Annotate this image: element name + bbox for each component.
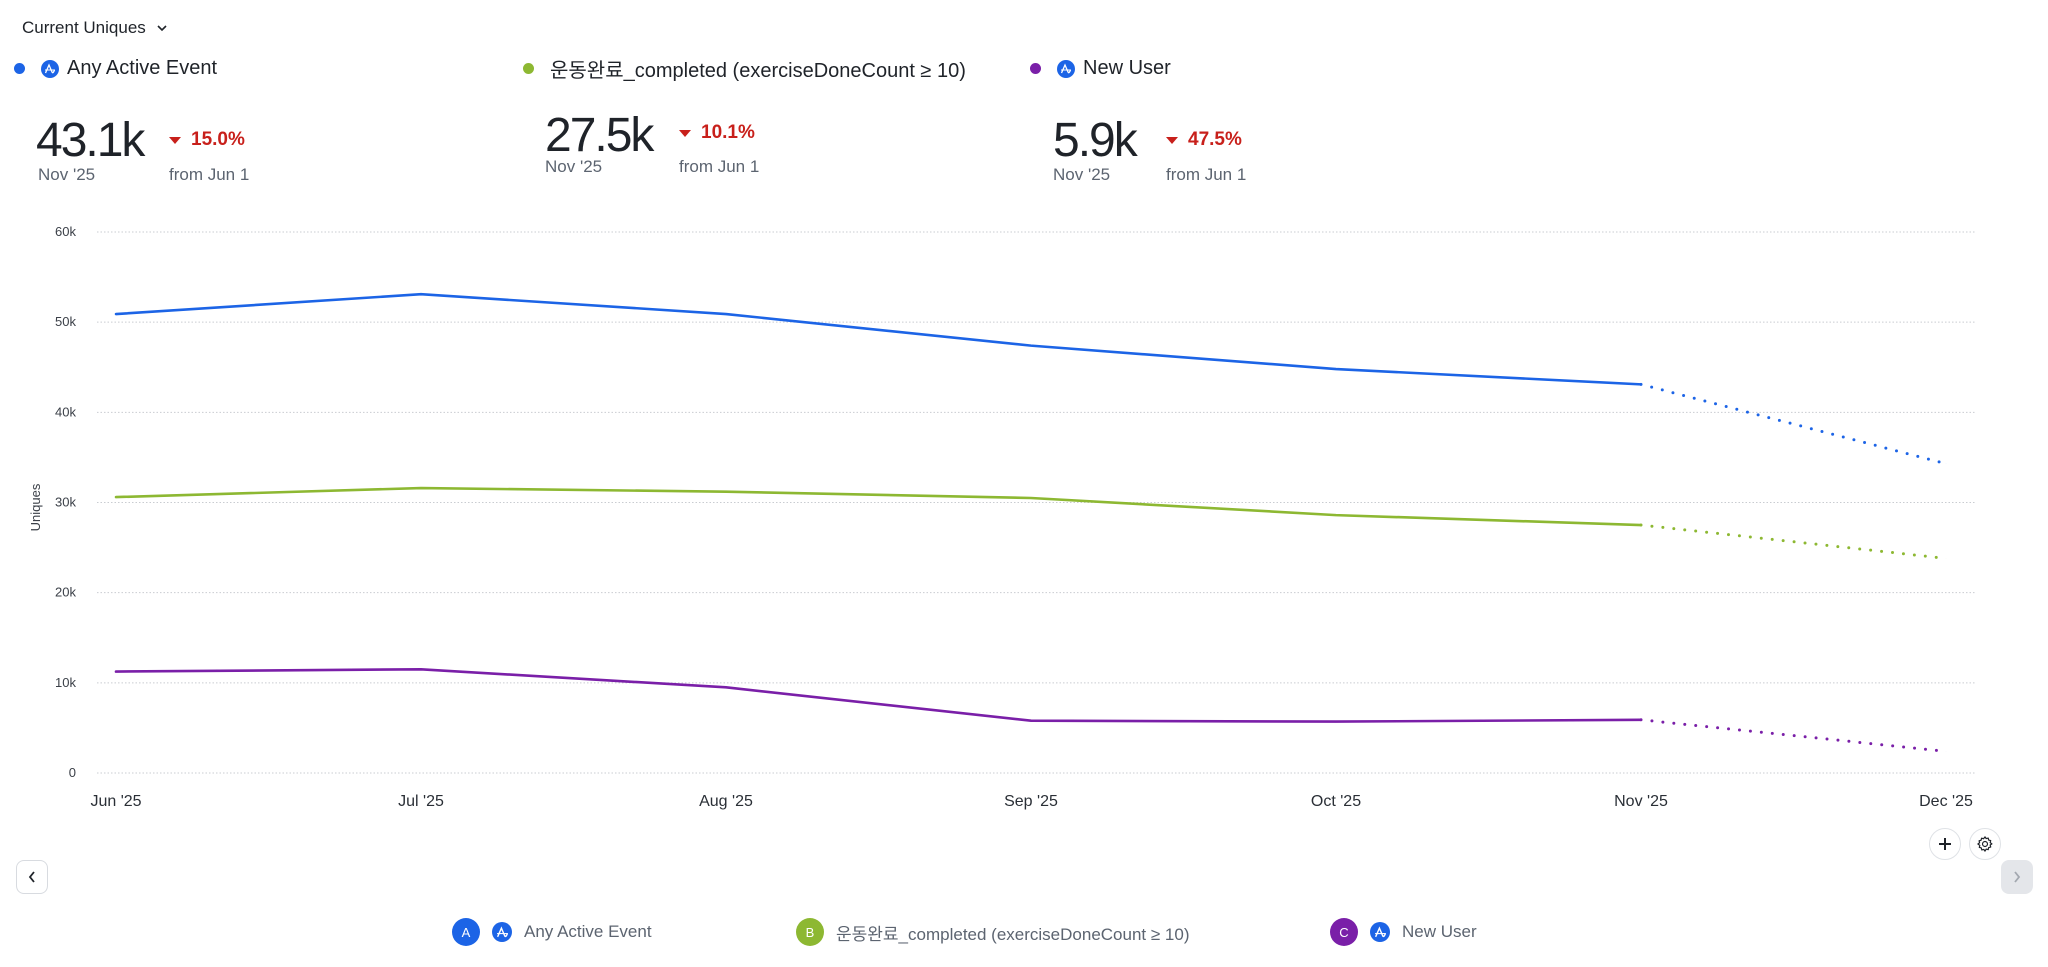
scroll-left-button[interactable] (16, 860, 48, 894)
amplitude-event-icon (492, 922, 512, 942)
series-c (114, 668, 1948, 753)
series-line (114, 486, 1643, 527)
grid (97, 231, 1975, 774)
legend-item-a[interactable]: A Any Active Event (452, 918, 652, 946)
plus-icon (1939, 838, 1951, 850)
series (114, 292, 1948, 753)
x-tick-label: Jun '25 (90, 793, 141, 810)
kpi-delta-value: 15.0% (191, 129, 245, 150)
settings-button[interactable] (1969, 828, 2001, 860)
series-b (114, 486, 1948, 560)
x-tick-label: Nov '25 (1614, 793, 1668, 810)
kpi-name[interactable]: 운동완료_completed (exerciseDoneCount ≥ 10) (550, 60, 966, 82)
legend-badge: A (452, 918, 480, 946)
y-tick-label: 40k (55, 404, 76, 419)
amplitude-event-icon (1057, 59, 1075, 78)
series-dot-a (14, 63, 25, 74)
metric-selector-label: Current Uniques (22, 18, 146, 37)
kpi-delta-value: 10.1% (701, 122, 755, 143)
chevron-left-icon (28, 871, 35, 883)
legend-item-c[interactable]: C New User (1330, 918, 1477, 946)
y-axis-label: Uniques (28, 483, 43, 531)
chevron-right-icon (2014, 871, 2021, 883)
down-arrow-icon (1166, 136, 1178, 144)
kpi-compare: from Jun 1 (679, 157, 760, 176)
legend-label: 운동완료_completed (exerciseDoneCount ≥ 10) (836, 924, 1190, 944)
kpi-delta: 10.1% (679, 122, 755, 144)
series-line-incomplete (1639, 718, 1948, 753)
y-tick-label: 20k (55, 585, 76, 600)
x-axis: Jun '25 Jul '25 Aug '25 Sep '25 Oct '25 Nov '… (90, 793, 1973, 810)
series-dot-c (1030, 63, 1041, 74)
series-a (114, 292, 1948, 466)
y-tick-label: 30k (55, 495, 76, 510)
kpi-period: Nov '25 (545, 157, 603, 176)
chevron-down-icon (157, 25, 167, 32)
kpi-value: 27.5k (545, 109, 654, 162)
down-arrow-icon (169, 136, 181, 144)
x-tick-label: Jul '25 (398, 793, 444, 810)
down-arrow-icon (679, 129, 691, 137)
series-line-incomplete (1639, 382, 1948, 466)
kpi-compare: from Jun 1 (1166, 165, 1247, 184)
amplitude-event-icon (1370, 922, 1390, 942)
gear-icon (1977, 836, 1993, 852)
amplitude-event-icon (41, 59, 59, 78)
series-line-incomplete (1639, 523, 1948, 560)
y-tick-label: 10k (55, 675, 76, 690)
kpi-period: Nov '25 (1053, 165, 1111, 184)
x-tick-label: Aug '25 (699, 793, 753, 810)
legend-item-b[interactable]: B 운동완료_completed (exerciseDoneCount ≥ 10… (796, 918, 1190, 946)
y-tick-label: 50k (55, 314, 76, 329)
series-line (114, 668, 1643, 723)
kpi-name[interactable]: Any Active Event (67, 57, 218, 79)
scroll-right-button[interactable] (2001, 860, 2033, 894)
y-axis: 0 10k 20k 30k 40k 50k 60k (55, 224, 76, 780)
kpi-compare: from Jun 1 (169, 165, 250, 184)
line-chart[interactable]: 0 10k 20k 30k 40k 50k 60k Jun '25 Jul '25 Aug '2… (0, 215, 2048, 825)
y-tick-label: 0 (69, 765, 76, 780)
series-dot-b (523, 63, 534, 74)
legend-label: Any Active Event (524, 922, 652, 941)
legend-badge: C (1330, 918, 1358, 946)
series-line (114, 292, 1643, 386)
kpi-delta: 15.0% (169, 129, 245, 151)
y-tick-label: 60k (55, 224, 76, 239)
kpi-value: 43.1k (36, 114, 145, 167)
kpi-name[interactable]: New User (1083, 57, 1171, 79)
x-tick-label: Sep '25 (1004, 793, 1058, 810)
x-tick-label: Oct '25 (1311, 793, 1361, 810)
kpi-period: Nov '25 (38, 165, 96, 184)
kpi-delta: 47.5% (1166, 129, 1242, 151)
add-button[interactable] (1929, 828, 1961, 860)
kpi-delta-value: 47.5% (1188, 129, 1242, 150)
metric-selector[interactable]: Current Uniques (22, 18, 168, 38)
x-tick-label: Dec '25 (1919, 793, 1973, 810)
legend-label: New User (1402, 922, 1477, 941)
legend-badge: B (796, 918, 824, 946)
kpi-value: 5.9k (1053, 114, 1138, 167)
